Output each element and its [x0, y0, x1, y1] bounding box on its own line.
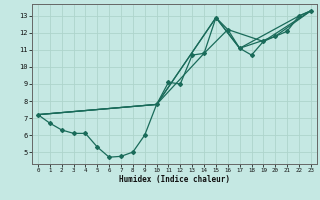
X-axis label: Humidex (Indice chaleur): Humidex (Indice chaleur) [119, 175, 230, 184]
